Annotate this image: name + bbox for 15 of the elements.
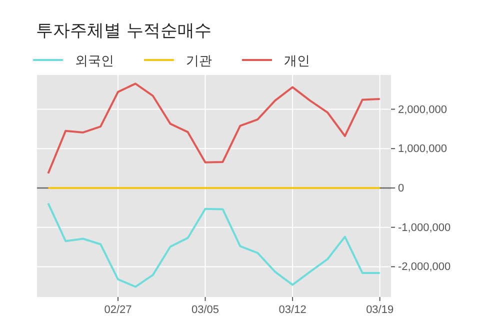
line-series <box>47 82 381 174</box>
legend-label: 기관 <box>186 54 212 69</box>
y-tick-label: -2,000,000 <box>398 261 451 274</box>
y-tick-label: 0 <box>398 182 404 194</box>
x-tick-label: 03/12 <box>278 304 306 316</box>
legend-label: 개인 <box>284 54 310 69</box>
line-series <box>47 202 381 288</box>
chart-title: 투자주체별 누적순매수 <box>36 21 212 41</box>
y-tick-label: -1,000,000 <box>398 222 451 234</box>
x-tick-label: 03/19 <box>366 304 394 316</box>
y-tick-label: 2,000,000 <box>398 104 447 116</box>
x-tick-label: 02/27 <box>104 304 132 316</box>
y-tick-label: 1,000,000 <box>398 143 447 156</box>
x-tick-label: 03/05 <box>192 304 220 316</box>
legend-label: 외국인 <box>75 54 114 69</box>
